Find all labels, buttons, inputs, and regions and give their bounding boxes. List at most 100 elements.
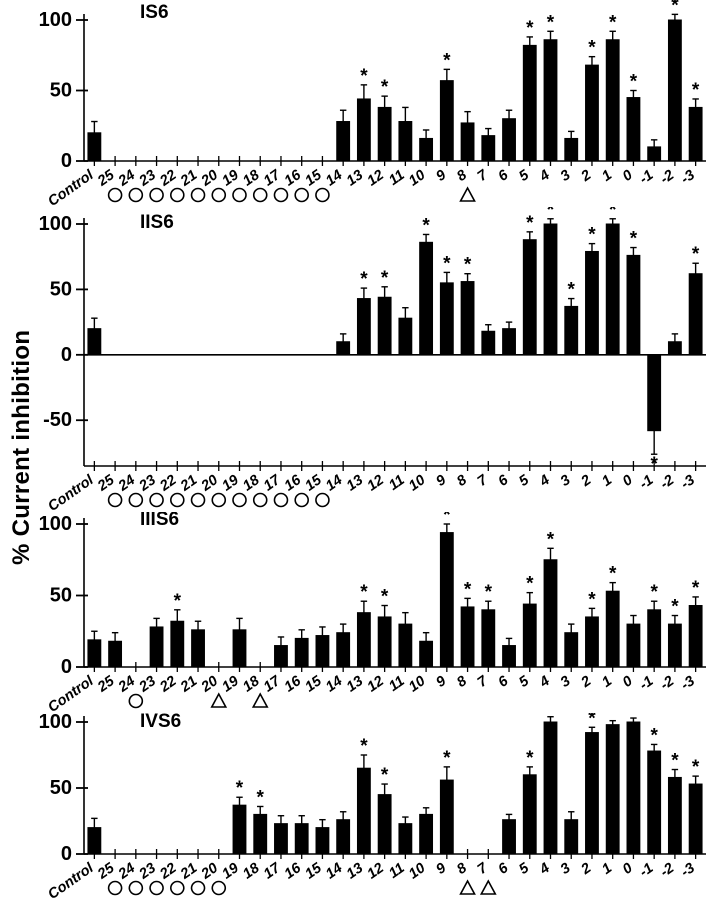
svg-text:3: 3 [558,860,574,878]
svg-text:*: * [464,579,472,600]
svg-text:*: * [671,0,679,16]
svg-text:*: * [568,280,576,301]
svg-text:*: * [588,713,596,729]
svg-text:17: 17 [261,860,284,883]
svg-text:*: * [671,597,679,618]
svg-text:23: 23 [136,673,159,696]
svg-text:24: 24 [115,673,138,696]
svg-text:9: 9 [433,472,449,490]
svg-text:100: 100 [39,213,72,235]
svg-text:Control: Control [45,167,97,207]
svg-text:19: 19 [219,472,241,494]
svg-text:7: 7 [475,167,492,185]
svg-text:9: 9 [433,860,449,878]
svg-text:8: 8 [454,167,471,185]
svg-text:*: * [588,225,596,246]
svg-text:17: 17 [261,167,284,190]
svg-text:*: * [526,748,534,769]
svg-text:15: 15 [302,673,325,696]
svg-text:*: * [547,207,555,221]
svg-text:-1: -1 [637,860,657,881]
svg-text:*: * [381,268,389,289]
svg-text:14: 14 [323,860,345,882]
svg-text:2: 2 [578,472,595,490]
svg-text:19: 19 [219,673,241,695]
svg-text:-3: -3 [678,673,698,694]
svg-text:*: * [381,587,389,608]
svg-text:22: 22 [156,673,179,696]
svg-text:24: 24 [115,472,138,495]
svg-text:100: 100 [39,513,72,535]
svg-text:*: * [381,77,389,98]
svg-text:21: 21 [177,860,200,883]
svg-text:21: 21 [177,167,200,190]
svg-text:10: 10 [406,472,428,494]
svg-text:16: 16 [282,673,305,696]
svg-text:18: 18 [240,673,263,696]
svg-text:14: 14 [323,673,345,695]
svg-text:6: 6 [496,167,513,185]
svg-text:23: 23 [136,167,159,190]
svg-text:10: 10 [406,167,428,189]
svg-text:0: 0 [61,150,72,172]
svg-text:*: * [588,589,596,610]
svg-text:*: * [630,229,638,250]
svg-text:IIIS6: IIIS6 [140,512,179,530]
svg-text:24: 24 [115,167,138,190]
svg-text:9: 9 [433,167,449,185]
svg-text:*: * [650,582,658,603]
svg-text:13: 13 [344,860,366,882]
svg-text:23: 23 [136,472,159,495]
svg-text:18: 18 [240,472,263,495]
svg-text:16: 16 [282,167,305,190]
svg-text:*: * [609,12,617,33]
svg-text:*: * [360,582,368,603]
svg-text:*: * [526,18,534,39]
svg-text:17: 17 [261,472,284,495]
svg-text:3: 3 [558,673,574,691]
svg-text:5: 5 [516,167,533,185]
svg-text:19: 19 [219,167,241,189]
svg-text:12: 12 [365,860,387,882]
svg-text:-3: -3 [678,472,698,493]
svg-text:3: 3 [558,167,574,185]
svg-text:-2: -2 [657,472,677,493]
svg-text:11: 11 [386,860,408,882]
svg-text:2: 2 [578,167,595,185]
svg-text:*: * [692,80,700,101]
svg-text:20: 20 [198,673,221,696]
svg-text:-1: -1 [637,167,657,188]
svg-text:6: 6 [496,673,513,691]
svg-text:*: * [174,591,182,612]
svg-text:*: * [485,582,493,603]
svg-text:4: 4 [536,673,553,691]
svg-text:13: 13 [344,673,366,695]
svg-text:50: 50 [50,80,72,102]
svg-text:50: 50 [50,585,72,607]
svg-text:11: 11 [386,472,408,494]
svg-text:15: 15 [302,167,325,190]
svg-text:22: 22 [156,860,179,883]
svg-text:5: 5 [516,472,533,490]
svg-text:*: * [547,713,555,719]
svg-text:*: * [422,215,430,236]
svg-text:IS6: IS6 [140,2,169,23]
svg-text:*: * [650,725,658,746]
svg-text:-3: -3 [678,167,698,188]
svg-text:12: 12 [365,167,387,189]
svg-text:-1: -1 [637,472,657,493]
svg-text:1: 1 [599,673,615,691]
svg-text:10: 10 [406,673,428,695]
svg-text:24: 24 [115,860,138,883]
svg-text:IVS6: IVS6 [140,713,181,732]
svg-text:14: 14 [323,167,345,189]
svg-text:-50: -50 [43,409,72,431]
svg-text:*: * [236,778,244,799]
svg-text:14: 14 [323,472,345,494]
svg-text:25: 25 [94,472,118,495]
svg-text:25: 25 [94,860,118,883]
svg-text:20: 20 [198,167,221,190]
svg-text:13: 13 [344,472,366,494]
svg-text:0: 0 [620,860,636,878]
svg-text:100: 100 [39,9,72,31]
